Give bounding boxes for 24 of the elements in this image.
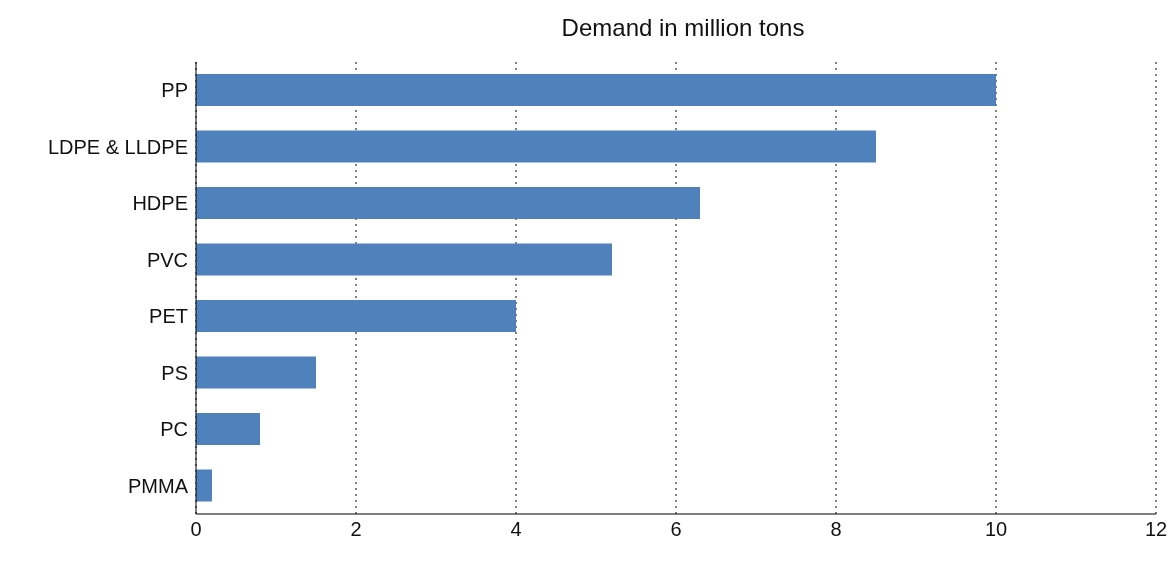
bar [196, 130, 876, 163]
bar [196, 469, 212, 502]
y-tick-label: HDPE [132, 192, 188, 215]
x-tick-label: 8 [830, 518, 842, 541]
bar [196, 243, 612, 276]
chart-title: Demand in million tons [560, 13, 806, 43]
x-tick-label: 4 [510, 518, 522, 541]
bar [196, 413, 260, 445]
x-tick-label: 6 [670, 518, 682, 541]
y-tick-label: PET [149, 305, 188, 328]
bar [196, 356, 316, 389]
bar [196, 74, 996, 106]
y-tick-label: PC [160, 418, 188, 441]
x-tick-label: 10 [984, 518, 1008, 541]
y-tick-label: PS [161, 361, 188, 384]
x-tick-label: 2 [350, 518, 362, 541]
bar [196, 187, 700, 219]
x-tick-label: 12 [1144, 518, 1168, 541]
y-tick-label: LDPE & LLDPE [47, 135, 188, 158]
y-tick-label: PP [161, 79, 188, 102]
bar [196, 300, 516, 332]
y-tick-label: PVC [146, 248, 188, 271]
x-tick-label: 0 [190, 518, 202, 541]
y-tick-label: PMMA [128, 474, 189, 497]
